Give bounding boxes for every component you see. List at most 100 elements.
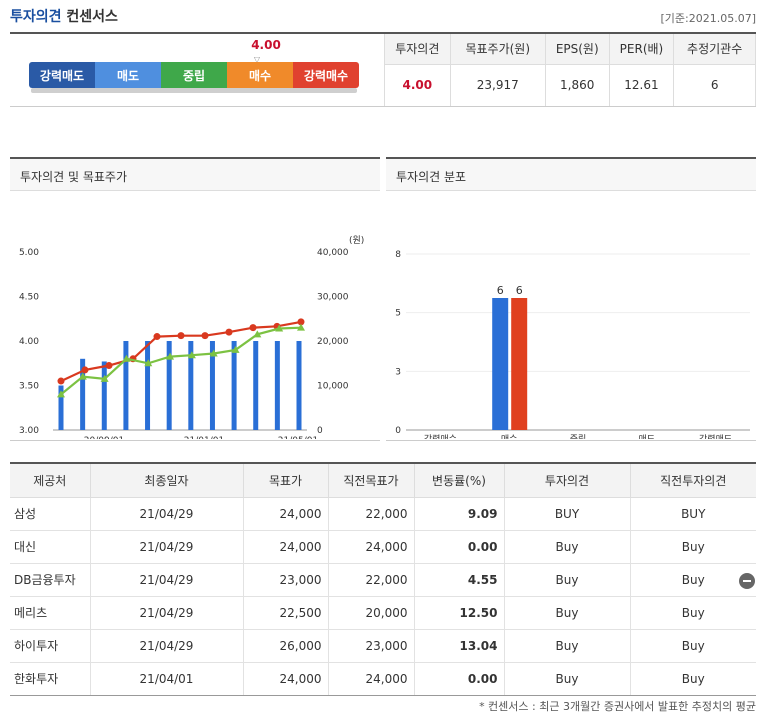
title-consensus: 컨센서스	[66, 9, 118, 25]
cell-date: 21/04/29	[89, 497, 243, 531]
y-right-tick-label: 40,000	[317, 248, 349, 258]
target-price-point	[81, 366, 89, 374]
adjusted-price-point	[253, 330, 262, 338]
y-left-tick-label: 3.50	[19, 382, 39, 392]
opinion-target-panel: 투자의견 및 목표주가 5.00 4.50 4.00 3.50 3.00 40,000 30…	[10, 157, 380, 460]
scale-strong-sell: 강력매도	[29, 62, 95, 88]
col-target: 목표가	[242, 462, 328, 498]
opinion-bar	[274, 341, 280, 430]
adjusted-price-point	[209, 349, 218, 357]
cell-prev-target: 20,000	[327, 596, 414, 630]
cell-target: 24,000	[242, 662, 328, 696]
opinion-bar	[101, 361, 107, 430]
adjusted-price-point	[78, 372, 87, 380]
consensus-summary-table: 투자의견 목표주가(원) EPS(원) PER(배) 추정기관수 4.00 23…	[384, 34, 756, 107]
summary-eps-value: 1,860	[544, 64, 610, 107]
summary-per-value: 12.61	[608, 64, 675, 107]
y-tick-label: 3	[395, 367, 401, 377]
distribution-bar	[492, 298, 509, 430]
cell-prev-opinion: Buy	[629, 563, 756, 597]
category-label: 강력매도	[699, 433, 732, 439]
category-label: 매도	[639, 434, 656, 439]
category-label: 강력매수	[424, 433, 457, 439]
adjusted-price-point	[144, 359, 153, 367]
cell-target: 23,000	[242, 563, 328, 597]
cell-opinion: Buy	[503, 563, 630, 597]
cell-opinion: Buy	[503, 662, 630, 696]
opinion-target-chart: 5.00 4.50 4.00 3.50 3.00 40,000 30,000 20,000 10…	[19, 235, 364, 460]
cell-change: 0.00	[413, 530, 504, 564]
distribution-bar	[511, 298, 528, 430]
y-left-tick-label: 5.00	[19, 248, 39, 258]
col-provider: 제공처	[10, 462, 90, 498]
cell-provider: 삼성	[10, 497, 90, 531]
collapse-icon[interactable]	[739, 573, 755, 589]
x-tick-label: 21/05/01	[278, 436, 318, 439]
adjusted-price-point	[122, 354, 131, 362]
opinion-distribution-panel: 투자의견 분포 8530강력매수매수66중립매도강력매도현재한달전	[386, 157, 756, 460]
cell-prev-opinion: Buy	[629, 629, 756, 663]
summary-target-value: 23,917	[449, 64, 546, 107]
panel2-divider	[386, 440, 756, 441]
col-change: 변동률(%)	[413, 462, 504, 498]
y-tick-label: 5	[395, 309, 401, 319]
opinion-distribution-chart: 8530강력매수매수66중립매도강력매도현재한달전	[395, 250, 750, 460]
cell-target: 24,000	[242, 497, 328, 531]
summary-header-count: 추정기관수	[673, 34, 756, 65]
cell-opinion: Buy	[503, 596, 630, 630]
col-prev-target: 직전목표가	[327, 462, 414, 498]
adjusted-price-point	[275, 324, 284, 332]
y-unit-label: (원)	[349, 235, 364, 246]
y-right-tick-label: 0	[317, 426, 323, 436]
cell-change: 4.55	[413, 563, 504, 597]
opinion-bar	[80, 358, 86, 430]
cell-date: 21/04/29	[89, 596, 243, 630]
table-row: 한화투자 21/04/01 24,000 24,000 0.00 Buy Buy	[10, 662, 756, 696]
cell-opinion: BUY	[503, 497, 630, 531]
cell-change: 9.09	[413, 497, 504, 531]
summary-opinion-value: 4.00	[384, 64, 451, 107]
target-price-point	[225, 328, 233, 336]
summary-header-eps: EPS(원)	[544, 34, 610, 65]
footnote: * 컨센서스 : 최근 3개월간 증권사에서 발표한 추정치의 평균	[479, 700, 756, 713]
cell-prev-target: 22,000	[327, 563, 414, 597]
adjusted-price-point	[100, 374, 109, 382]
data-label: 6	[516, 284, 523, 297]
opinion-value-label: 4.00	[251, 38, 281, 52]
adjusted-price-point	[166, 352, 175, 360]
data-label: 6	[497, 284, 504, 297]
cell-provider: 한화투자	[10, 662, 90, 696]
summary-divider	[10, 106, 756, 107]
y-tick-label: 0	[395, 426, 401, 436]
adjusted-price-point	[231, 345, 240, 353]
opinion-bar	[123, 341, 129, 430]
opinion-bar	[58, 385, 64, 430]
summary-count-value: 6	[673, 64, 756, 107]
table-row: DB금융투자 21/04/29 23,000 22,000 4.55 Buy Buy	[10, 563, 756, 597]
title-opinion: 투자의견	[10, 9, 62, 25]
target-price-point	[297, 318, 305, 326]
scale-shadow	[31, 88, 357, 93]
cell-opinion: Buy	[503, 530, 630, 564]
cell-target: 22,500	[242, 596, 328, 630]
category-label: 매수	[501, 434, 518, 439]
col-date: 최종일자	[89, 462, 243, 498]
adjusted-price-line	[60, 326, 302, 396]
panel1-divider	[10, 440, 380, 441]
y-right-tick-label: 30,000	[317, 293, 349, 303]
adjusted-price-point	[297, 323, 305, 331]
scale-strong-buy: 강력매수	[293, 62, 359, 88]
target-price-point	[153, 333, 161, 341]
opinion-distribution-panel-title: 투자의견 분포	[386, 157, 756, 191]
cell-target: 26,000	[242, 629, 328, 663]
table-row: 대신 21/04/29 24,000 24,000 0.00 Buy Buy	[10, 530, 756, 564]
adjusted-price-point	[57, 390, 65, 398]
cell-prev-opinion: BUY	[629, 497, 756, 531]
target-price-point	[177, 332, 185, 340]
target-price-point	[105, 361, 113, 369]
cell-provider: 메리츠	[10, 596, 90, 630]
cell-provider: DB금융투자	[10, 563, 90, 597]
cell-provider: 대신	[10, 530, 90, 564]
opinion-scale-bar: 강력매도 매도 중립 매수 강력매수	[29, 62, 359, 88]
col-opinion: 투자의견	[503, 462, 630, 498]
